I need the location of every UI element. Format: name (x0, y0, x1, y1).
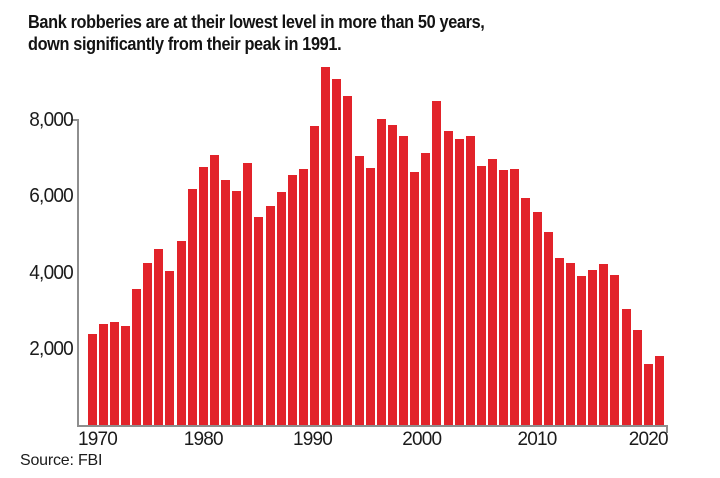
bar-1990 (310, 125, 320, 425)
bar-1970 (87, 333, 97, 425)
x-tick-label-1990: 1990 (292, 429, 333, 450)
chart-title-line2: down significantly from their peak in 19… (28, 33, 342, 54)
x-tick-label-1970: 1970 (77, 429, 118, 450)
bar-2015 (588, 270, 598, 425)
x-tick-label-2010: 2010 (517, 429, 557, 450)
y-tick-label-6000: 6,000 (29, 185, 74, 208)
bar-2000 (421, 152, 431, 425)
bar-2005 (476, 166, 486, 425)
bar-1984 (243, 162, 253, 425)
bar-1993 (343, 95, 353, 425)
bar-2008 (510, 168, 520, 425)
x-tick-label-2000: 2000 (402, 429, 442, 450)
bar-1991 (321, 66, 331, 425)
bar-2018 (621, 309, 631, 425)
bar-1973 (120, 325, 130, 425)
bar-2021 (654, 355, 664, 425)
bar-2001 (432, 101, 442, 425)
bar-2014 (577, 275, 587, 425)
bar-1972 (109, 322, 119, 425)
y-tick-label-4000: 4,000 (29, 261, 74, 284)
bar-1997 (387, 124, 397, 425)
bar-1989 (298, 168, 308, 425)
bar-2003 (454, 139, 464, 425)
bar-1980 (198, 166, 208, 425)
bar-1977 (165, 270, 175, 425)
bar-2002 (443, 131, 453, 425)
y-axis-line (77, 119, 79, 427)
bar-1978 (176, 240, 186, 425)
bar-1974 (132, 288, 141, 425)
bar-1988 (287, 174, 297, 425)
bar-2017 (610, 275, 620, 425)
bar-2020 (643, 364, 653, 425)
y-axis-top-tick (71, 119, 79, 121)
bar-1995 (365, 167, 375, 425)
bar-2004 (465, 135, 475, 425)
bar-1981 (209, 155, 219, 425)
bar-1996 (376, 118, 386, 425)
x-axis-line (77, 425, 668, 427)
bar-1999 (410, 172, 420, 425)
bar-2009 (521, 197, 531, 425)
bar-2012 (554, 258, 564, 425)
bar-2011 (543, 232, 553, 425)
chart-title: Bank robberies are at their lowest level… (28, 11, 485, 55)
x-tick-label-1980: 1980 (183, 429, 224, 450)
bar-2013 (565, 263, 575, 425)
bar-1971 (98, 323, 108, 425)
bar-2007 (499, 169, 509, 425)
bar-2010 (532, 211, 542, 425)
source-note: Source: FBI (20, 452, 103, 469)
chart-title-line1: Bank robberies are at their lowest level… (28, 11, 485, 32)
bar-1992 (332, 79, 342, 425)
bar-2016 (599, 263, 609, 425)
bar-1976 (154, 249, 164, 425)
bar-1983 (232, 190, 242, 425)
bar-1979 (187, 189, 197, 425)
bar-1982 (221, 180, 230, 425)
x-tick-label-2020: 2020 (628, 429, 669, 450)
bar-1998 (399, 136, 409, 425)
bar-2006 (488, 158, 498, 425)
bar-1987 (276, 191, 286, 425)
bar-1994 (354, 156, 364, 425)
bar-1975 (143, 262, 153, 425)
x-axis-end-tick (666, 425, 668, 433)
y-tick-label-2000: 2,000 (29, 337, 74, 360)
bar-1986 (265, 205, 275, 425)
bar-1985 (254, 216, 264, 425)
y-tick-label-8000: 8,000 (29, 109, 74, 131)
bar-2019 (632, 330, 642, 425)
